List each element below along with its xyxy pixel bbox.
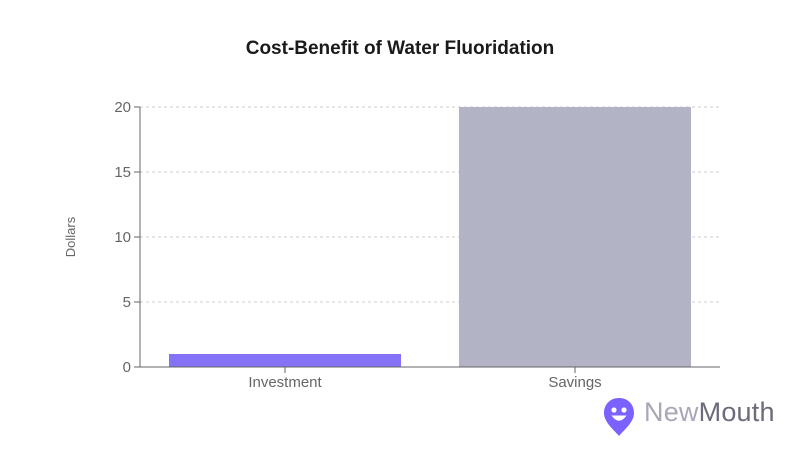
y-tick-label: 15 xyxy=(114,164,131,181)
chart-title: Cost-Benefit of Water Fluoridation xyxy=(245,38,555,59)
logo-text-new: New xyxy=(644,397,699,427)
smiley-pin-icon xyxy=(604,398,634,436)
y-tick-label: 20 xyxy=(114,99,131,116)
logo-text-mouth: Mouth xyxy=(698,397,775,427)
x-tick-label: Savings xyxy=(548,374,601,391)
y-tick-label: 10 xyxy=(114,229,131,246)
newmouth-logo: NewMouth xyxy=(602,396,792,438)
logo-wordmark: NewMouth xyxy=(644,397,775,428)
y-tick-label: 0 xyxy=(123,359,131,376)
grid-lines xyxy=(140,106,720,303)
bars xyxy=(169,107,691,367)
y-axis-label: Dollars xyxy=(63,216,78,257)
bar-investment xyxy=(169,354,401,367)
bar-savings xyxy=(459,107,691,367)
axes: 0 5 10 15 20 Investment Savings xyxy=(114,99,720,391)
x-tick-label: Investment xyxy=(248,374,322,391)
y-tick-label: 5 xyxy=(123,294,131,311)
